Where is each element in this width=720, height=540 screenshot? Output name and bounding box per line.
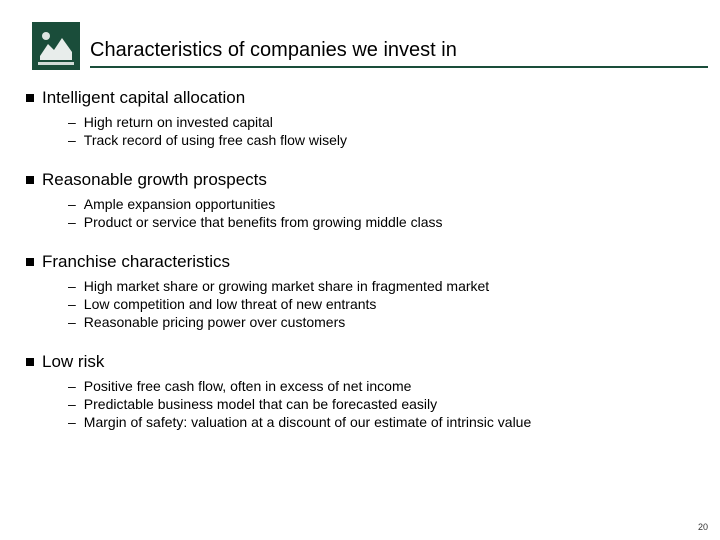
dash-icon: – [68,196,76,212]
bullet-square-icon [26,94,34,102]
list-item: – Ample expansion opportunities [68,196,692,212]
section-heading: Reasonable growth prospects [26,170,692,190]
dash-icon: – [68,414,76,430]
section-title: Franchise characteristics [42,252,230,272]
section: Reasonable growth prospects – Ample expa… [26,170,692,230]
dash-icon: – [68,132,76,148]
section-heading: Franchise characteristics [26,252,692,272]
list-item-text: High market share or growing market shar… [84,278,489,294]
dash-icon: – [68,214,76,230]
section-heading: Low risk [26,352,692,372]
list-item: – Predictable business model that can be… [68,396,692,412]
list-item-text: Positive free cash flow, often in excess… [84,378,412,394]
bullet-square-icon [26,358,34,366]
slide-content: Intelligent capital allocation – High re… [0,70,720,430]
bullet-square-icon [26,258,34,266]
list-item: – High return on invested capital [68,114,692,130]
list-item-text: Margin of safety: valuation at a discoun… [84,414,531,430]
list-item-text: Low competition and low threat of new en… [84,296,377,312]
section-heading: Intelligent capital allocation [26,88,692,108]
list-item-text: Ample expansion opportunities [84,196,275,212]
sub-list: – Ample expansion opportunities – Produc… [26,194,692,230]
dash-icon: – [68,296,76,312]
slide-header: Characteristics of companies we invest i… [0,0,720,70]
list-item: – High market share or growing market sh… [68,278,692,294]
section: Low risk – Positive free cash flow, ofte… [26,352,692,430]
bullet-square-icon [26,176,34,184]
sub-list: – Positive free cash flow, often in exce… [26,376,692,430]
list-item-text: Reasonable pricing power over customers [84,314,345,330]
title-underline [90,66,708,68]
section: Intelligent capital allocation – High re… [26,88,692,148]
section-title: Low risk [42,352,104,372]
dash-icon: – [68,378,76,394]
page-number: 20 [698,522,708,532]
list-item: – Reasonable pricing power over customer… [68,314,692,330]
company-logo [32,22,80,70]
slide-title: Characteristics of companies we invest i… [90,39,700,66]
list-item-text: Predictable business model that can be f… [84,396,437,412]
list-item: – Positive free cash flow, often in exce… [68,378,692,394]
sub-list: – High market share or growing market sh… [26,276,692,330]
section: Franchise characteristics – High market … [26,252,692,330]
list-item-text: Track record of using free cash flow wis… [84,132,347,148]
section-title: Reasonable growth prospects [42,170,267,190]
list-item: – Low competition and low threat of new … [68,296,692,312]
list-item-text: Product or service that benefits from gr… [84,214,443,230]
list-item: – Track record of using free cash flow w… [68,132,692,148]
section-title: Intelligent capital allocation [42,88,245,108]
dash-icon: – [68,114,76,130]
title-container: Characteristics of companies we invest i… [90,39,700,70]
dash-icon: – [68,396,76,412]
list-item: – Product or service that benefits from … [68,214,692,230]
list-item: – Margin of safety: valuation at a disco… [68,414,692,430]
dash-icon: – [68,278,76,294]
sub-list: – High return on invested capital – Trac… [26,112,692,148]
dash-icon: – [68,314,76,330]
list-item-text: High return on invested capital [84,114,273,130]
